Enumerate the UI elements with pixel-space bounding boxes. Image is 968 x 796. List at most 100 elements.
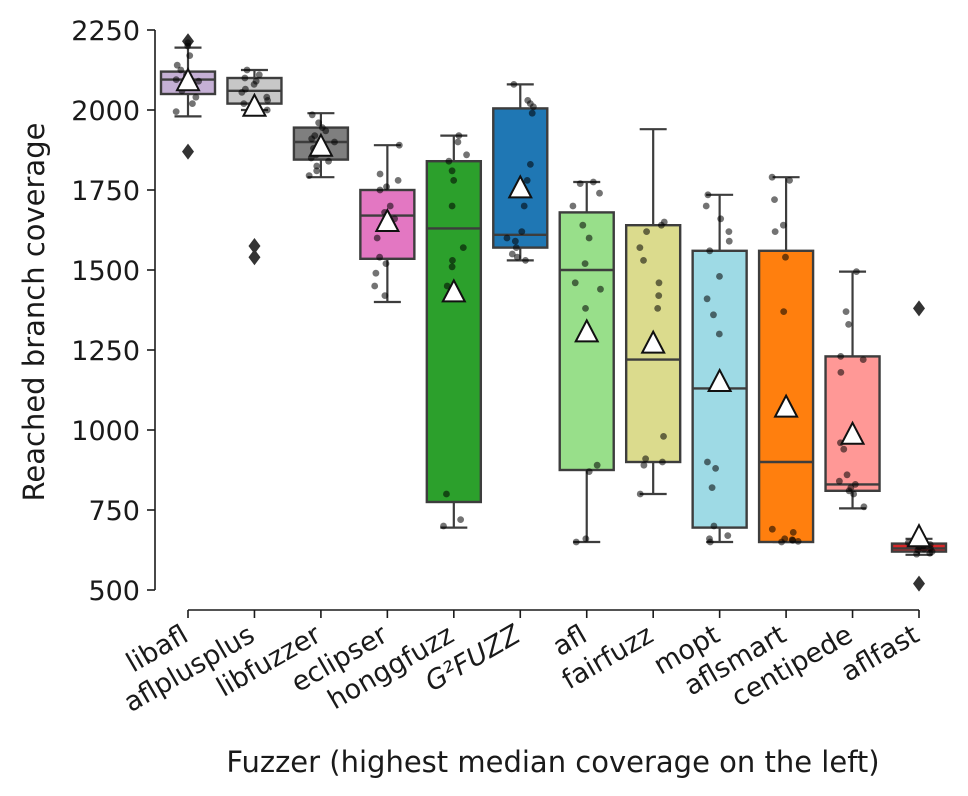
- y-ticks: 500 750 1000 1250 1500 1750 2000 2250: [71, 16, 155, 607]
- x-ticks: libaflaflpluspluslibfuzzereclipserhonggf…: [119, 610, 925, 719]
- data-point: [243, 66, 251, 74]
- data-point: [659, 458, 666, 466]
- data-point: [782, 253, 789, 261]
- data-point: [725, 237, 733, 245]
- data-point: [383, 183, 390, 191]
- plot-area: [159, 33, 948, 592]
- data-point: [572, 538, 580, 546]
- data-point: [859, 356, 867, 363]
- data-point: [386, 202, 394, 210]
- data-point: [511, 237, 519, 245]
- outlier-marker: [913, 300, 925, 317]
- data-point: [706, 538, 714, 546]
- data-point: [195, 77, 203, 85]
- outlier-marker: [248, 238, 261, 254]
- data-point: [376, 186, 384, 194]
- data-point: [315, 119, 323, 127]
- data-point: [372, 269, 380, 277]
- data-point: [702, 202, 710, 210]
- data-point: [443, 490, 450, 498]
- data-point: [512, 244, 520, 252]
- data-point: [571, 279, 579, 287]
- data-point: [313, 167, 321, 175]
- data-point: [520, 202, 528, 210]
- data-point: [913, 550, 921, 558]
- y-tick-label: 2000: [71, 96, 140, 127]
- data-point: [528, 109, 536, 117]
- data-point: [449, 257, 456, 264]
- data-point: [308, 135, 316, 143]
- data-point: [457, 516, 465, 523]
- data-point: [640, 461, 648, 469]
- data-point: [173, 61, 181, 69]
- data-point: [860, 503, 868, 511]
- data-point: [192, 93, 200, 101]
- box-group-5: [492, 81, 549, 264]
- data-point: [717, 215, 725, 223]
- box-group-6: [558, 178, 615, 546]
- data-point: [703, 295, 711, 303]
- data-point: [835, 477, 843, 485]
- data-point: [715, 330, 723, 338]
- box-group-9: [757, 173, 815, 546]
- data-point: [704, 191, 712, 199]
- data-point: [585, 468, 593, 475]
- data-point: [589, 178, 597, 186]
- data-point: [853, 268, 860, 275]
- data-point: [569, 202, 577, 210]
- y-tick-label: 750: [88, 496, 140, 527]
- data-point: [394, 177, 402, 184]
- data-point: [597, 285, 604, 293]
- data-point: [308, 111, 316, 119]
- y-tick-label: 1750: [71, 176, 140, 207]
- y-tick-label: 1500: [71, 256, 140, 287]
- data-point: [450, 177, 458, 184]
- mean-marker: [839, 420, 866, 445]
- data-point: [448, 202, 456, 210]
- data-point: [845, 321, 853, 328]
- box-group-0: [159, 33, 217, 160]
- data-point: [837, 369, 845, 376]
- data-point: [250, 81, 258, 88]
- box-group-8: [691, 191, 748, 546]
- data-point: [786, 177, 793, 184]
- data-point: [780, 308, 788, 315]
- y-tick-label: 500: [88, 576, 140, 607]
- data-point: [177, 66, 185, 74]
- data-point: [768, 525, 776, 533]
- data-point: [448, 263, 456, 271]
- data-point: [788, 536, 796, 544]
- mean-marker: [175, 67, 201, 92]
- data-point: [643, 228, 650, 236]
- data-point: [503, 234, 511, 242]
- data-point: [771, 228, 779, 236]
- data-point: [843, 471, 851, 479]
- data-point: [313, 162, 321, 170]
- data-point: [926, 549, 934, 557]
- data-point: [642, 455, 650, 463]
- box-group-11: [890, 300, 948, 592]
- data-point: [529, 103, 537, 111]
- data-point: [381, 292, 389, 299]
- data-point: [579, 221, 587, 229]
- data-point: [172, 76, 180, 83]
- data-point: [325, 157, 332, 165]
- y-axis-label: Reached branch coverage: [17, 123, 51, 502]
- box-group-1: [226, 66, 283, 266]
- data-point: [518, 228, 526, 236]
- mean-marker: [374, 207, 401, 232]
- data-point: [794, 537, 802, 545]
- data-point: [768, 173, 776, 181]
- data-point: [508, 250, 516, 258]
- data-point: [513, 253, 521, 261]
- data-point: [706, 247, 714, 255]
- data-point: [322, 127, 330, 135]
- data-point: [771, 196, 778, 204]
- data-point: [778, 538, 785, 546]
- data-point: [716, 273, 723, 280]
- data-point: [523, 177, 531, 184]
- data-point: [655, 279, 663, 287]
- data-point: [305, 172, 313, 180]
- data-point: [585, 234, 593, 242]
